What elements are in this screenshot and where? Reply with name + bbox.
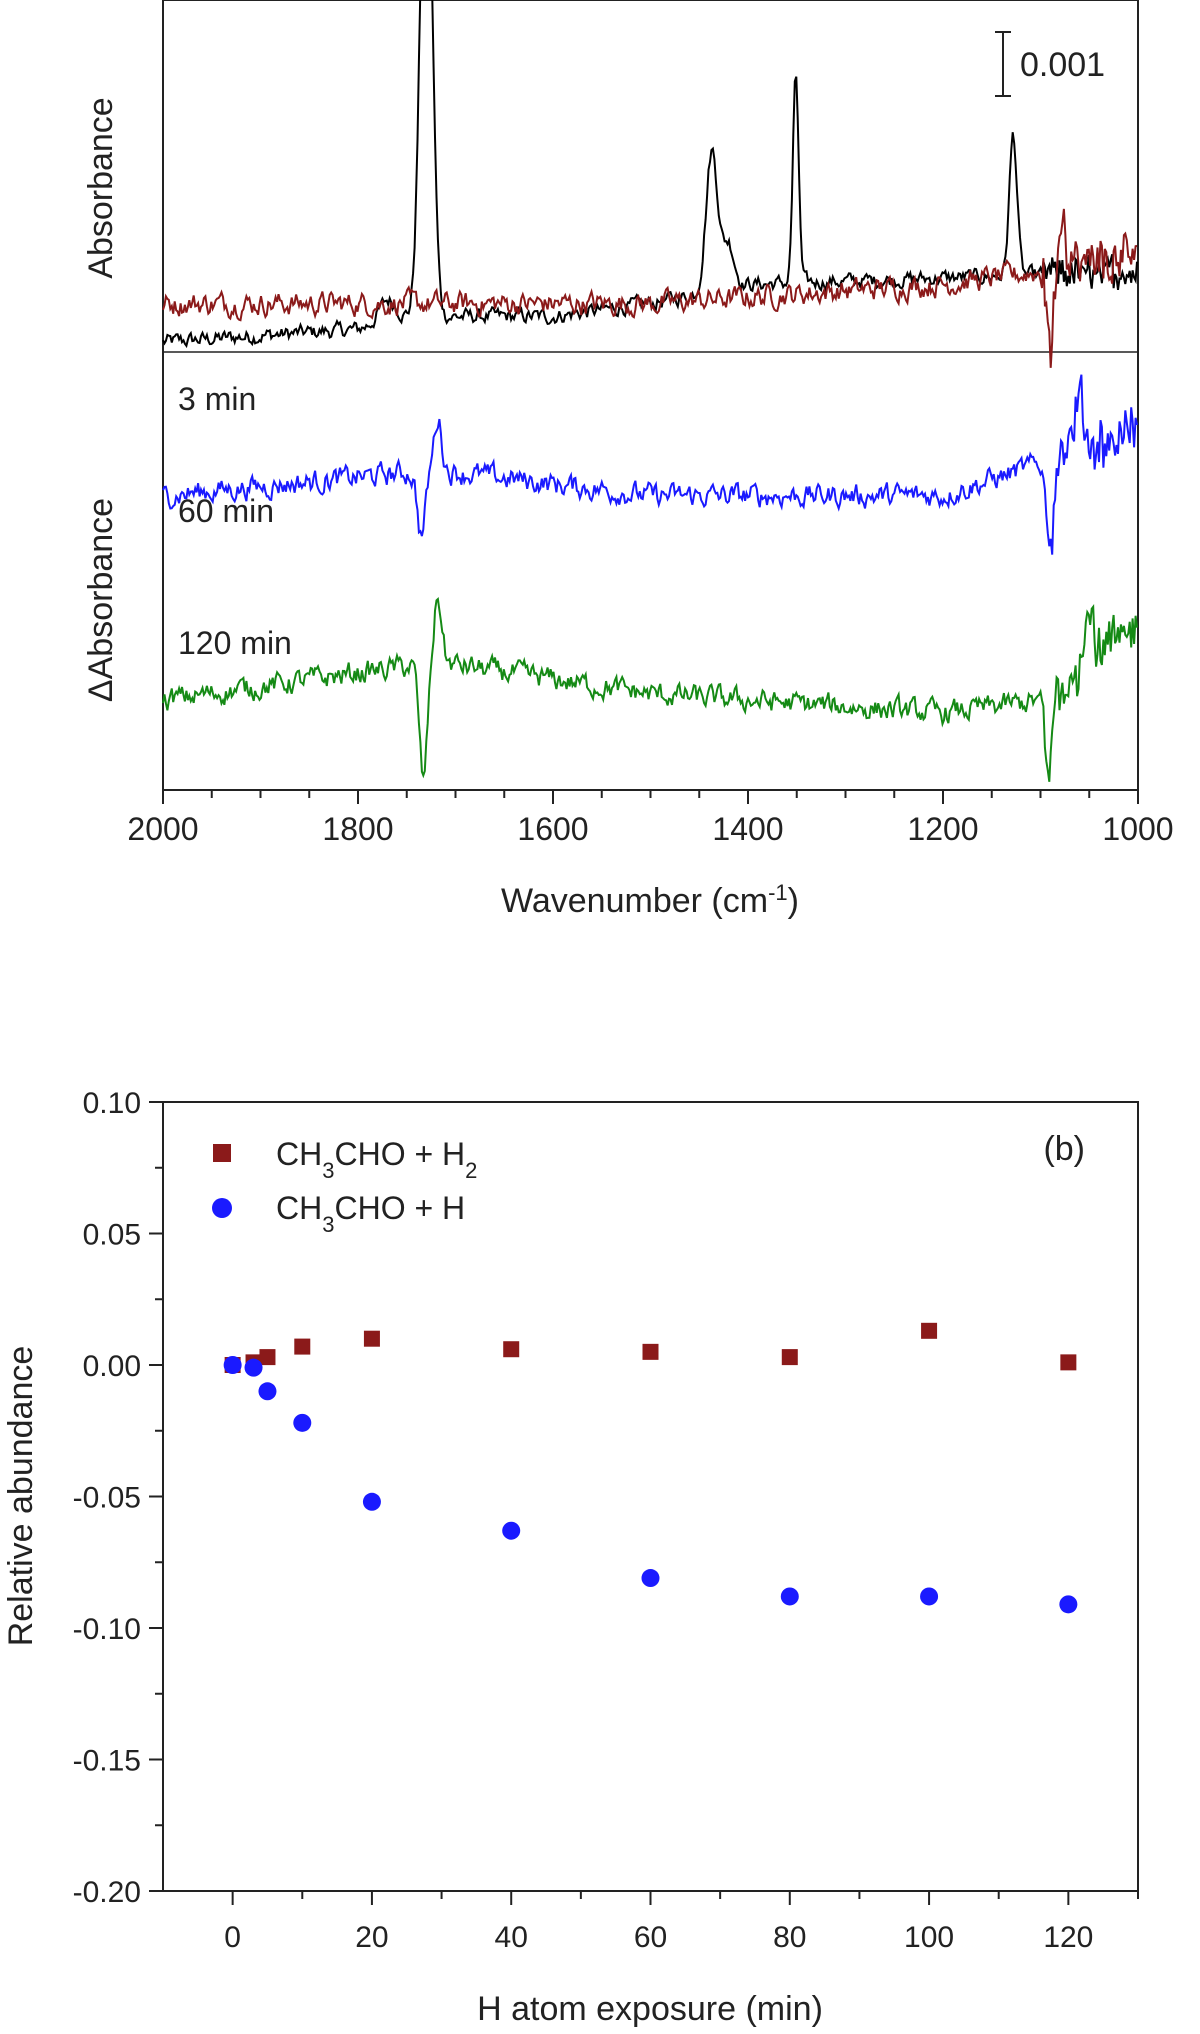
x-tick-label-1200: 1200	[907, 811, 978, 847]
trace-60-min	[162, 374, 1138, 555]
panel-b-points	[223, 1322, 1078, 1614]
trace-ch3cho-reference-spectrum	[162, 0, 1138, 349]
y-tick-label-0-10: -0.10	[73, 1613, 141, 1646]
y-tick-label-0-05: -0.05	[73, 1482, 141, 1515]
point-ch3cho-h2-100	[921, 1322, 938, 1339]
point-ch3cho-h-100	[920, 1587, 939, 1606]
point-ch3cho-h-80	[780, 1587, 799, 1606]
legend: CH3CHO + H2 CH3CHO + H	[212, 1136, 477, 1237]
legend-2-prefix: CH	[276, 1190, 322, 1226]
point-ch3cho-h-5	[258, 1382, 277, 1401]
trace-120-min	[162, 597, 1138, 782]
x-tick-label-1600: 1600	[517, 811, 588, 847]
point-ch3cho-h-120	[1059, 1595, 1078, 1614]
point-ch3cho-h2-5	[259, 1349, 276, 1366]
y-axis-label-relative-abundance: Relative abundance	[2, 1346, 40, 1647]
panel-a-x-ticks: 2000 1800 1600 1400 1200 1000	[127, 790, 1174, 847]
x-axis-label-exposure: H atom exposure (min)	[477, 1990, 823, 2028]
x-axis-label-main: Wavenumber (cm	[501, 882, 768, 920]
legend-marker-circle	[212, 1198, 232, 1218]
point-ch3cho-h-40	[502, 1521, 521, 1540]
point-ch3cho-h-20	[362, 1492, 381, 1511]
x-axis-label-superscript: -1	[768, 880, 788, 905]
legend-2-mid: CHO + H	[334, 1190, 465, 1226]
series-label-60-min: 60 min	[178, 493, 274, 529]
legend-1-sub2: 2	[465, 1158, 477, 1183]
point-ch3cho-h2-60	[642, 1343, 659, 1360]
b-x-tick-label-120: 120	[1043, 1921, 1093, 1954]
point-ch3cho-h-60	[641, 1569, 660, 1588]
y-axis-label-absorbance: Absorbance	[82, 97, 120, 278]
y-tick-label-0-20: -0.20	[73, 1876, 141, 1909]
legend-1-mid: CHO + H	[334, 1136, 465, 1172]
legend-1-prefix: CH	[276, 1136, 322, 1172]
x-tick-label-1000: 1000	[1102, 811, 1173, 847]
point-ch3cho-h2-80	[781, 1349, 798, 1366]
panel-b-scatter: 0.10 0.05 0.00 -0.05 -0.10 -0.15 -0.20 0 20 40 60 8…	[2, 1087, 1139, 2028]
y-tick-label-0-15: -0.15	[73, 1745, 141, 1778]
legend-1-sub1: 3	[322, 1158, 334, 1183]
legend-2-sub1: 3	[322, 1212, 334, 1237]
scale-bar-label: 0.001	[1020, 46, 1105, 84]
delta-absorbance-trace-group	[162, 208, 1138, 782]
point-ch3cho-h-10	[293, 1413, 312, 1432]
b-x-tick-label-80: 80	[773, 1921, 806, 1954]
legend-marker-square	[213, 1144, 231, 1162]
y-tick-label-0-10: 0.10	[83, 1087, 141, 1120]
legend-label-ch3cho-h2: CH3CHO + H2	[276, 1136, 477, 1183]
b-x-tick-label-60: 60	[634, 1921, 667, 1954]
series-label-120-min: 120 min	[178, 625, 292, 661]
point-ch3cho-h2-10	[294, 1338, 311, 1355]
x-tick-label-2000: 2000	[127, 811, 198, 847]
series-label-3-min: 3 min	[178, 381, 256, 417]
y-axis-label-delta-absorbance: ΔAbsorbance	[82, 498, 120, 702]
y-tick-label-0-05: 0.05	[83, 1219, 141, 1252]
panel-b-ticks: 0.10 0.05 0.00 -0.05 -0.10 -0.15 -0.20 0 20 40 60 8…	[73, 1087, 1139, 1954]
point-ch3cho-h-0	[223, 1356, 242, 1374]
b-x-tick-label-20: 20	[355, 1921, 388, 1954]
point-ch3cho-h-3	[244, 1358, 263, 1377]
trace-3-min	[162, 208, 1138, 368]
b-x-tick-label-40: 40	[495, 1921, 528, 1954]
b-x-tick-label-0: 0	[224, 1921, 241, 1954]
x-tick-label-1400: 1400	[712, 811, 783, 847]
point-ch3cho-h2-40	[503, 1341, 520, 1358]
absorbance-trace-group	[162, 0, 1138, 349]
b-x-tick-label-100: 100	[904, 1921, 954, 1954]
x-tick-label-1800: 1800	[322, 811, 393, 847]
x-axis-label-close: )	[788, 882, 799, 920]
panel-a-spectra: 2000 1800 1600 1400 1200 1000 0.001 Absorbanc…	[82, 0, 1174, 920]
point-ch3cho-h2-120	[1060, 1354, 1077, 1371]
y-tick-label-0-00: 0.00	[83, 1350, 141, 1383]
panel-label-b: (b)	[1043, 1130, 1085, 1168]
point-ch3cho-h2-20	[363, 1330, 380, 1347]
x-axis-label-wavenumber: Wavenumber (cm-1)	[501, 880, 799, 921]
legend-label-ch3cho-h: CH3CHO + H	[276, 1190, 465, 1237]
